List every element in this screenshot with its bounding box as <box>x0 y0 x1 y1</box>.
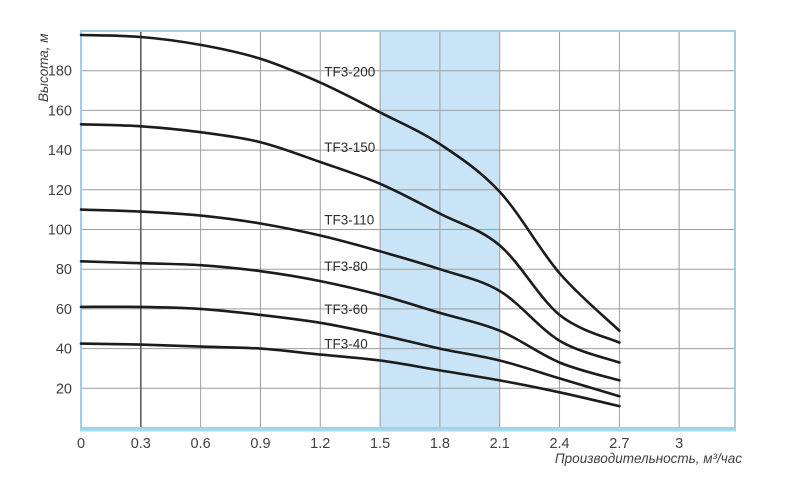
x-tick-label-1.5: 1.5 <box>370 436 390 452</box>
curves-layer <box>79 33 621 408</box>
curve-label-TF3-40: TF3-40 <box>324 337 368 352</box>
y-tick-label-140: 140 <box>48 143 72 159</box>
curve-label-TF3-80: TF3-80 <box>324 259 368 274</box>
y-tick-label-60: 60 <box>56 302 72 318</box>
curve-TF3-150 <box>79 123 621 344</box>
plot-frame-layer <box>80 30 736 432</box>
x-tick-label-0.3: 0.3 <box>131 436 151 452</box>
curve-label-TF3-200: TF3-200 <box>324 65 375 80</box>
curve-label-TF3-150: TF3-150 <box>324 140 375 155</box>
x-tick-label-0: 0 <box>77 436 85 452</box>
y-tick-label-40: 40 <box>56 342 72 358</box>
x-tick-label-1.2: 1.2 <box>310 436 330 452</box>
plot-border <box>80 30 736 429</box>
y-tick-label-80: 80 <box>56 262 72 278</box>
curve-TF3-200 <box>79 33 621 332</box>
curve-TF3-80 <box>79 260 621 382</box>
curve-label-TF3-110: TF3-110 <box>324 213 374 228</box>
y-tick-label-180: 180 <box>48 64 72 80</box>
x-tick-label-3: 3 <box>675 436 683 452</box>
y-tick-label-160: 160 <box>48 103 72 119</box>
x-tick-label-0.6: 0.6 <box>191 436 211 452</box>
y-axis-title: Высота, м <box>36 33 51 102</box>
y-tick-label-20: 20 <box>56 381 72 397</box>
y-tick-label-120: 120 <box>48 183 72 199</box>
curve-TF3-60 <box>79 305 621 398</box>
x-tick-label-1.8: 1.8 <box>430 436 450 452</box>
x-axis-title: Производительность, м³/час <box>555 451 742 466</box>
x-tick-label-0.9: 0.9 <box>250 436 270 452</box>
tick-labels-layer: 0 0.3 0.6 0.9 1.2 1.5 1.8 2.1 2.4 2.7 3 20 40 60 80 100… <box>48 64 683 452</box>
y-tick-label-100: 100 <box>48 223 72 239</box>
x-tick-label-2.7: 2.7 <box>609 436 629 452</box>
x-tick-label-2.1: 2.1 <box>490 436 510 452</box>
curve-TF3-40 <box>79 342 621 408</box>
x-tick-label-2.4: 2.4 <box>549 436 569 452</box>
curve-labels-layer: TF3-200 TF3-150 TF3-110 TF3-80 TF3-60 TF3-40 <box>324 65 375 352</box>
curve-label-TF3-60: TF3-60 <box>324 302 368 317</box>
curve-TF3-110 <box>79 208 621 364</box>
